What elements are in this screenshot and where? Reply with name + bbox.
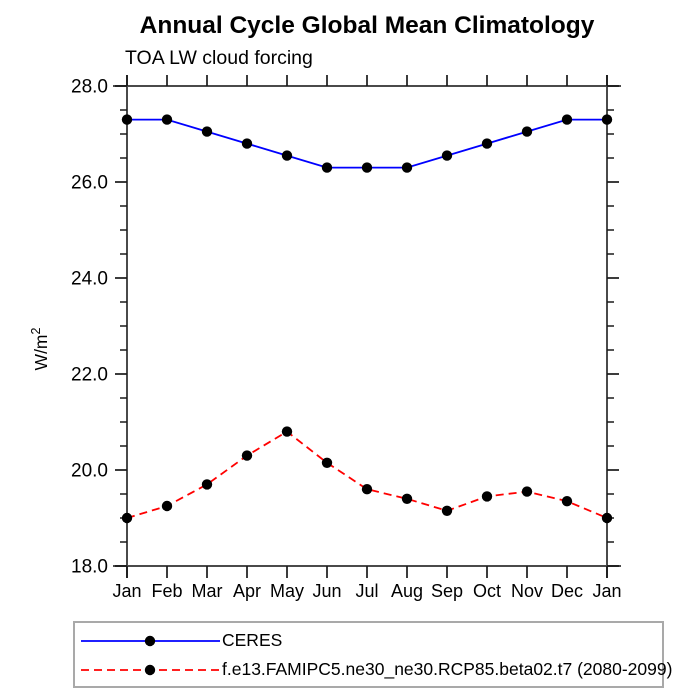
data-point-marker-series-0 (361, 162, 373, 173)
data-point-marker-series-1 (321, 457, 333, 468)
x-tick-label: May (270, 581, 304, 601)
data-point-marker-series-0 (121, 114, 133, 125)
data-point-marker-series-0 (601, 114, 613, 125)
x-tick-label: Aug (391, 581, 423, 601)
y-axis-title: W/m2 (29, 327, 51, 370)
y-tick-label: 18.0 (71, 557, 108, 578)
x-tick-label: Dec (551, 581, 583, 601)
legend-item-ceres: CERES (79, 626, 662, 655)
x-tick-label: Apr (233, 581, 261, 601)
x-tick-label: Sep (431, 581, 463, 601)
data-point-marker-series-1 (481, 491, 493, 502)
legend-marker-circle (144, 664, 156, 675)
data-point-marker-series-1 (201, 479, 213, 490)
data-point-marker-series-1 (121, 512, 133, 524)
x-tick-label: Oct (473, 581, 501, 601)
x-tick-label: Nov (511, 581, 543, 601)
data-point-marker-series-0 (481, 138, 493, 149)
x-tick-label: Jul (355, 581, 378, 601)
x-tick-label: Feb (151, 581, 182, 601)
series-line-1 (126, 430, 608, 519)
legend-label-model: f.e13.FAMIPC5.ne30_ne30.RCP85.beta02.t7 … (222, 659, 673, 679)
data-point-marker-series-0 (201, 126, 213, 137)
y-tick-label: 22.0 (71, 365, 108, 386)
legend-label-ceres: CERES (222, 630, 283, 650)
x-tick-label: Jan (592, 581, 621, 601)
data-point-marker-series-1 (561, 496, 573, 507)
x-tick-label: Jan (112, 581, 141, 601)
legend-marker-circle (144, 635, 156, 646)
y-tick-label: 28.0 (71, 77, 108, 98)
legend-item-model: f.e13.FAMIPC5.ne30_ne30.RCP85.beta02.t7 … (79, 655, 672, 684)
legend: CERES f.e13.FAMIPC5.ne30_ne30.RCP85.beta… (73, 621, 672, 688)
y-tick-label: 20.0 (71, 461, 108, 482)
data-point-marker-series-1 (241, 450, 253, 461)
data-point-marker-series-0 (321, 162, 333, 173)
data-point-marker-series-1 (161, 500, 173, 512)
data-point-marker-series-1 (441, 505, 453, 516)
series-line-0 (127, 118, 607, 169)
data-point-marker-series-1 (361, 484, 373, 495)
legend-swatch-model (81, 664, 220, 675)
chart-title: Annual Cycle Global Mean Climatology (140, 12, 595, 39)
legend-swatch-ceres (81, 635, 220, 646)
y-tick-label: 24.0 (71, 269, 108, 290)
x-tick-label: Jun (312, 581, 341, 601)
data-point-marker-series-1 (281, 426, 293, 437)
data-point-marker-series-0 (161, 114, 173, 125)
plot-dynamic-layer: Jan Feb Mar Apr May Jun Jul Aug Sep Oct Nov Dec Jan1… (71, 75, 622, 601)
data-point-marker-series-1 (401, 493, 413, 504)
data-point-marker-series-0 (401, 162, 413, 173)
data-point-marker-series-1 (521, 486, 533, 497)
data-point-marker-series-0 (281, 150, 293, 161)
data-point-marker-series-0 (561, 114, 573, 125)
x-tick-label: Mar (192, 581, 223, 601)
data-point-marker-series-0 (441, 150, 453, 161)
data-point-marker-series-0 (521, 126, 533, 137)
data-point-marker-series-0 (241, 138, 253, 149)
data-point-marker-series-1 (601, 512, 613, 524)
plot-area: Annual Cycle Global Mean Climatology TOA… (29, 12, 622, 601)
y-axis-title-superscript: 2 (29, 327, 43, 334)
chart-subtitle: TOA LW cloud forcing (125, 47, 313, 69)
y-tick-label: 26.0 (71, 173, 108, 194)
